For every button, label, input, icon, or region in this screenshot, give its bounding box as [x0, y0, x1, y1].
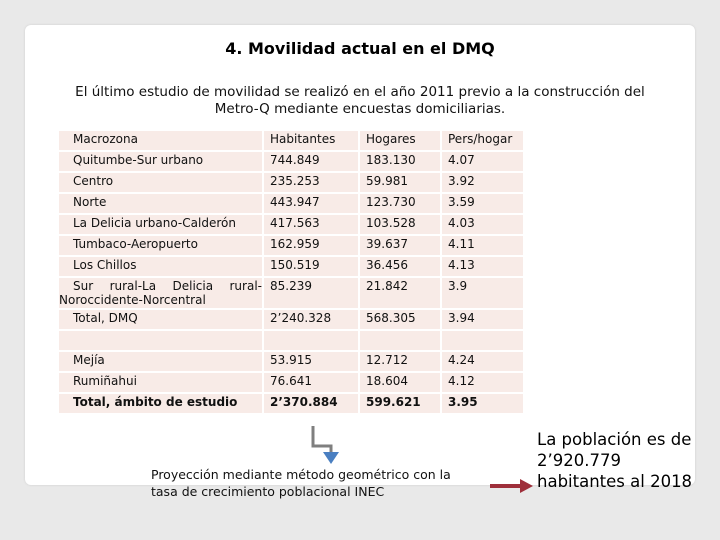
table-row: Norte 443.947 123.730 3.59: [57, 192, 525, 215]
value-cell: 162.959: [262, 234, 360, 257]
value-cell: 123.730: [358, 192, 442, 215]
zone-cell: Centro: [57, 171, 264, 194]
zone-cell: Quitumbe-Sur urbano: [57, 150, 264, 173]
value-cell: 4.12: [440, 371, 525, 394]
spacer-cell: [262, 329, 360, 352]
table-row: Total, DMQ 2’240.328 568.305 3.94: [57, 308, 525, 331]
down-arrow-head: [323, 452, 339, 464]
spacer-cell: [57, 329, 264, 352]
zone-cell: Tumbaco-Aeropuerto: [57, 234, 264, 257]
value-cell: 2’240.328: [262, 308, 360, 331]
value-cell: 3.95: [440, 392, 525, 415]
value-cell: 3.94: [440, 308, 525, 331]
value-cell: 2’370.884: [262, 392, 360, 415]
spacer-cell: [440, 329, 525, 352]
spacer-row: [57, 329, 525, 352]
value-cell: 150.519: [262, 255, 360, 278]
table-row: Quitumbe-Sur urbano 744.849 183.130 4.07: [57, 150, 525, 173]
zone-cell: La Delicia urbano-Calderón: [57, 213, 264, 236]
value-cell: 417.563: [262, 213, 360, 236]
value-cell: 39.637: [358, 234, 442, 257]
header-cell: Macrozona: [57, 129, 264, 152]
zone-cell: Sur rural-La Delicia rural-Noroccidente-…: [57, 276, 264, 310]
down-arrow-shaft: [311, 426, 333, 453]
zone-cell: Rumiñahui: [57, 371, 264, 394]
value-cell: 443.947: [262, 192, 360, 215]
value-cell: 4.07: [440, 150, 525, 173]
projection-note: Proyección mediante método geométrico co…: [151, 467, 451, 499]
value-cell: 21.842: [358, 276, 442, 310]
value-cell: 235.253: [262, 171, 360, 194]
value-cell: 3.59: [440, 192, 525, 215]
value-cell: 76.641: [262, 371, 360, 394]
table-row: Tumbaco-Aeropuerto 162.959 39.637 4.11: [57, 234, 525, 257]
table-row: Rumiñahui 76.641 18.604 4.12: [57, 371, 525, 394]
table-row: Sur rural-La Delicia rural-Noroccidente-…: [57, 276, 525, 310]
table-row: Centro 235.253 59.981 3.92: [57, 171, 525, 194]
intro-text: El último estudio de movilidad se realiz…: [75, 84, 645, 117]
value-cell: 18.604: [358, 371, 442, 394]
population-callout: La población es de 2’920.779 habitantes …: [537, 430, 693, 491]
header-cell: Habitantes: [262, 129, 360, 152]
value-cell: 53.915: [262, 350, 360, 373]
value-cell: 568.305: [358, 308, 442, 331]
zone-cell: Total, ámbito de estudio: [57, 392, 264, 415]
table-row: Mejía 53.915 12.712 4.24: [57, 350, 525, 373]
header-cell: Pers/hogar: [440, 129, 525, 152]
value-cell: 183.130: [358, 150, 442, 173]
value-cell: 3.92: [440, 171, 525, 194]
value-cell: 85.239: [262, 276, 360, 310]
spacer-cell: [358, 329, 442, 352]
header-cell: Hogares: [358, 129, 442, 152]
header-row: Macrozona Habitantes Hogares Pers/hogar: [57, 129, 525, 152]
value-cell: 599.621: [358, 392, 442, 415]
slide-title: 4. Movilidad actual en el DMQ: [225, 39, 495, 58]
value-cell: 12.712: [358, 350, 442, 373]
zone-cell: Norte: [57, 192, 264, 215]
value-cell: 4.03: [440, 213, 525, 236]
value-cell: 103.528: [358, 213, 442, 236]
value-cell: 59.981: [358, 171, 442, 194]
mobility-table: Macrozona Habitantes Hogares Pers/hogar Quit…: [57, 129, 525, 415]
value-cell: 744.849: [262, 150, 360, 173]
value-cell: 4.13: [440, 255, 525, 278]
zone-cell: Los Chillos: [57, 255, 264, 278]
zone-cell: Mejía: [57, 350, 264, 373]
table-row: Total, ámbito de estudio 2’370.884 599.621…: [57, 392, 525, 415]
value-cell: 36.456: [358, 255, 442, 278]
right-arrow-head: [520, 479, 533, 493]
table-row: La Delicia urbano-Calderón 417.563 103.528…: [57, 213, 525, 236]
table-row: Los Chillos 150.519 36.456 4.13: [57, 255, 525, 278]
value-cell: 3.9: [440, 276, 525, 310]
value-cell: 4.24: [440, 350, 525, 373]
zone-cell: Total, DMQ: [57, 308, 264, 331]
value-cell: 4.11: [440, 234, 525, 257]
